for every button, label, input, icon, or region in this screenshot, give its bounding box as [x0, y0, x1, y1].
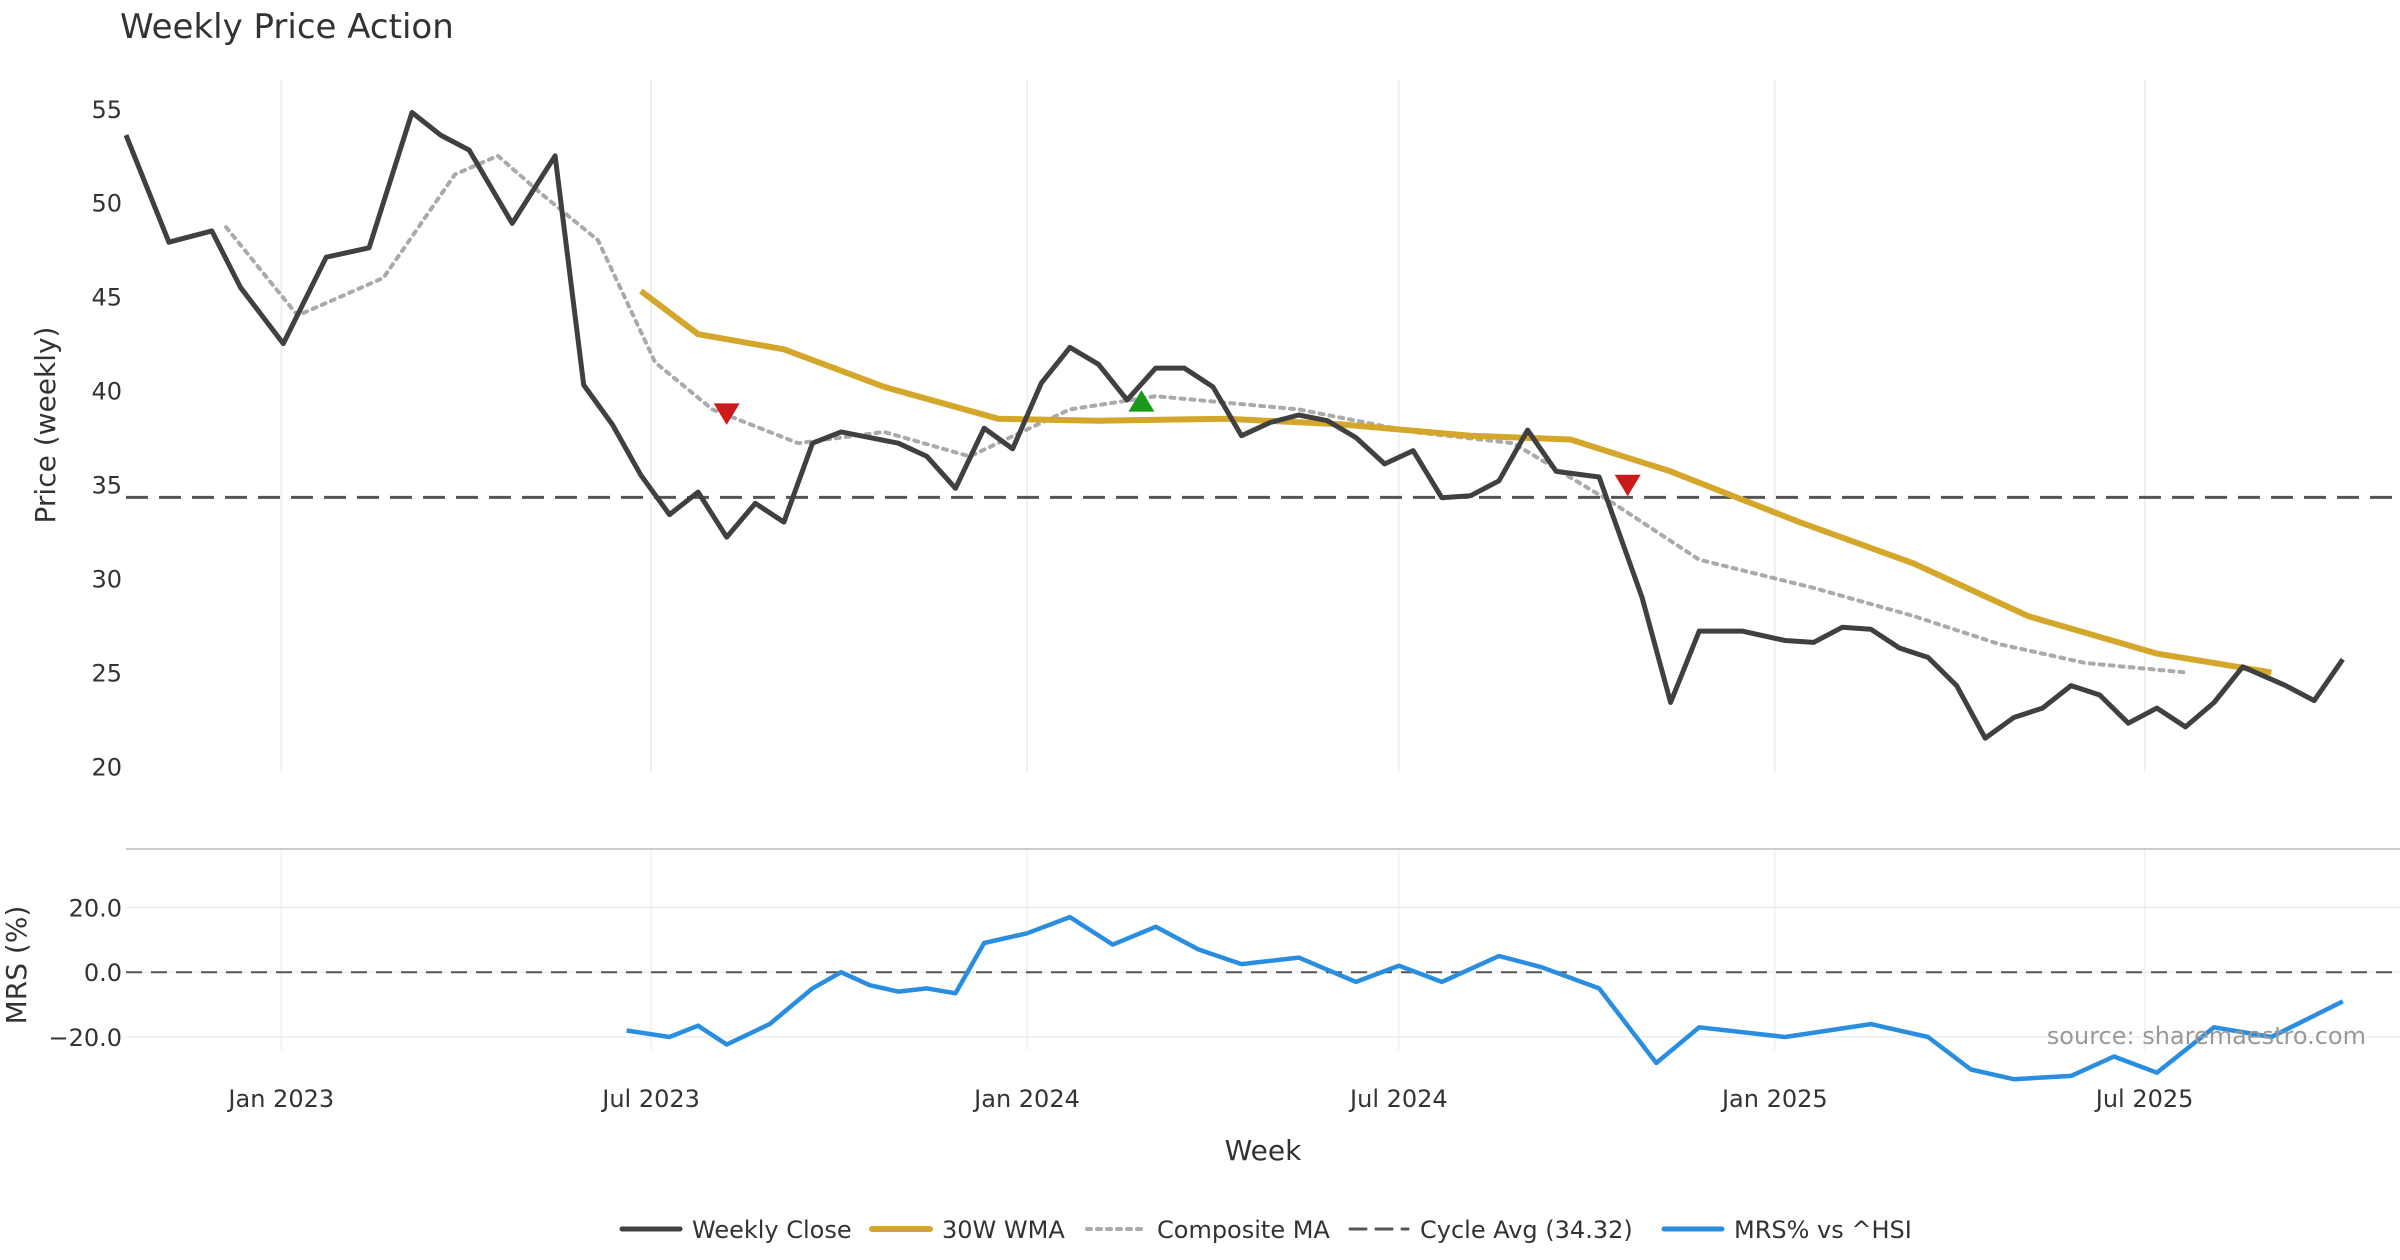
weekly-close-series [123, 110, 2345, 741]
x-axis: Jan 2023 Jul 2023 Jan 2024 Jul 2024 Jan 2025… [226, 1085, 2193, 1113]
price-y-tick-label: 30 [91, 565, 122, 593]
x-tick-label: Jan 2025 [1720, 1085, 1828, 1113]
mrs-y-tick-label: −20.0 [48, 1024, 122, 1052]
price-axis-title: Price (weekly) [29, 327, 62, 524]
mrs-y-axis: 20.0 0.0 −20.0 [48, 894, 122, 1052]
x-tick-label: Jan 2024 [972, 1085, 1080, 1113]
x-tick-label: Jan 2023 [226, 1085, 334, 1113]
wma-30w-series [639, 288, 2272, 676]
legend: Weekly Close 30W WMA Composite MA Cycle Avg… [619, 1216, 1912, 1244]
triangle-up-icon [1128, 390, 1155, 412]
chart-title: Weekly Price Action [120, 7, 454, 47]
price-grid [280, 80, 2146, 772]
price-y-tick-label: 35 [91, 472, 122, 500]
legend-label: Cycle Avg (34.32) [1420, 1216, 1633, 1244]
source-note: source: sharemaestro.com [2047, 1022, 2366, 1050]
price-y-axis: 20 25 30 35 40 45 50 55 [91, 96, 122, 782]
mrs-axis-title: MRS (%) [0, 906, 33, 1025]
price-y-tick-label: 55 [91, 96, 122, 124]
price-y-tick-label: 25 [91, 659, 122, 687]
signal-markers [713, 390, 1641, 497]
mrs-series [626, 914, 2344, 1082]
price-y-tick-label: 40 [91, 378, 122, 406]
legend-label: Weekly Close [692, 1216, 852, 1244]
mrs-y-tick-label: 20.0 [69, 894, 122, 922]
mrs-y-tick-label: 0.0 [84, 959, 122, 987]
x-tick-label: Jul 2024 [1348, 1085, 1448, 1113]
price-y-tick-label: 20 [91, 753, 122, 781]
x-axis-title: Week [1225, 1134, 1302, 1167]
x-tick-label: Jul 2023 [600, 1085, 700, 1113]
triangle-down-icon [1614, 474, 1641, 497]
price-y-tick-label: 45 [91, 284, 122, 312]
x-tick-label: Jul 2025 [2094, 1085, 2194, 1113]
composite-ma-series [224, 153, 2188, 675]
legend-label: 30W WMA [942, 1216, 1065, 1244]
legend-label: MRS% vs ^HSI [1734, 1216, 1912, 1244]
legend-label: Composite MA [1157, 1216, 1330, 1244]
price-y-tick-label: 50 [91, 190, 122, 218]
triangle-down-icon [713, 403, 740, 425]
mrs-grid [126, 849, 2400, 1050]
